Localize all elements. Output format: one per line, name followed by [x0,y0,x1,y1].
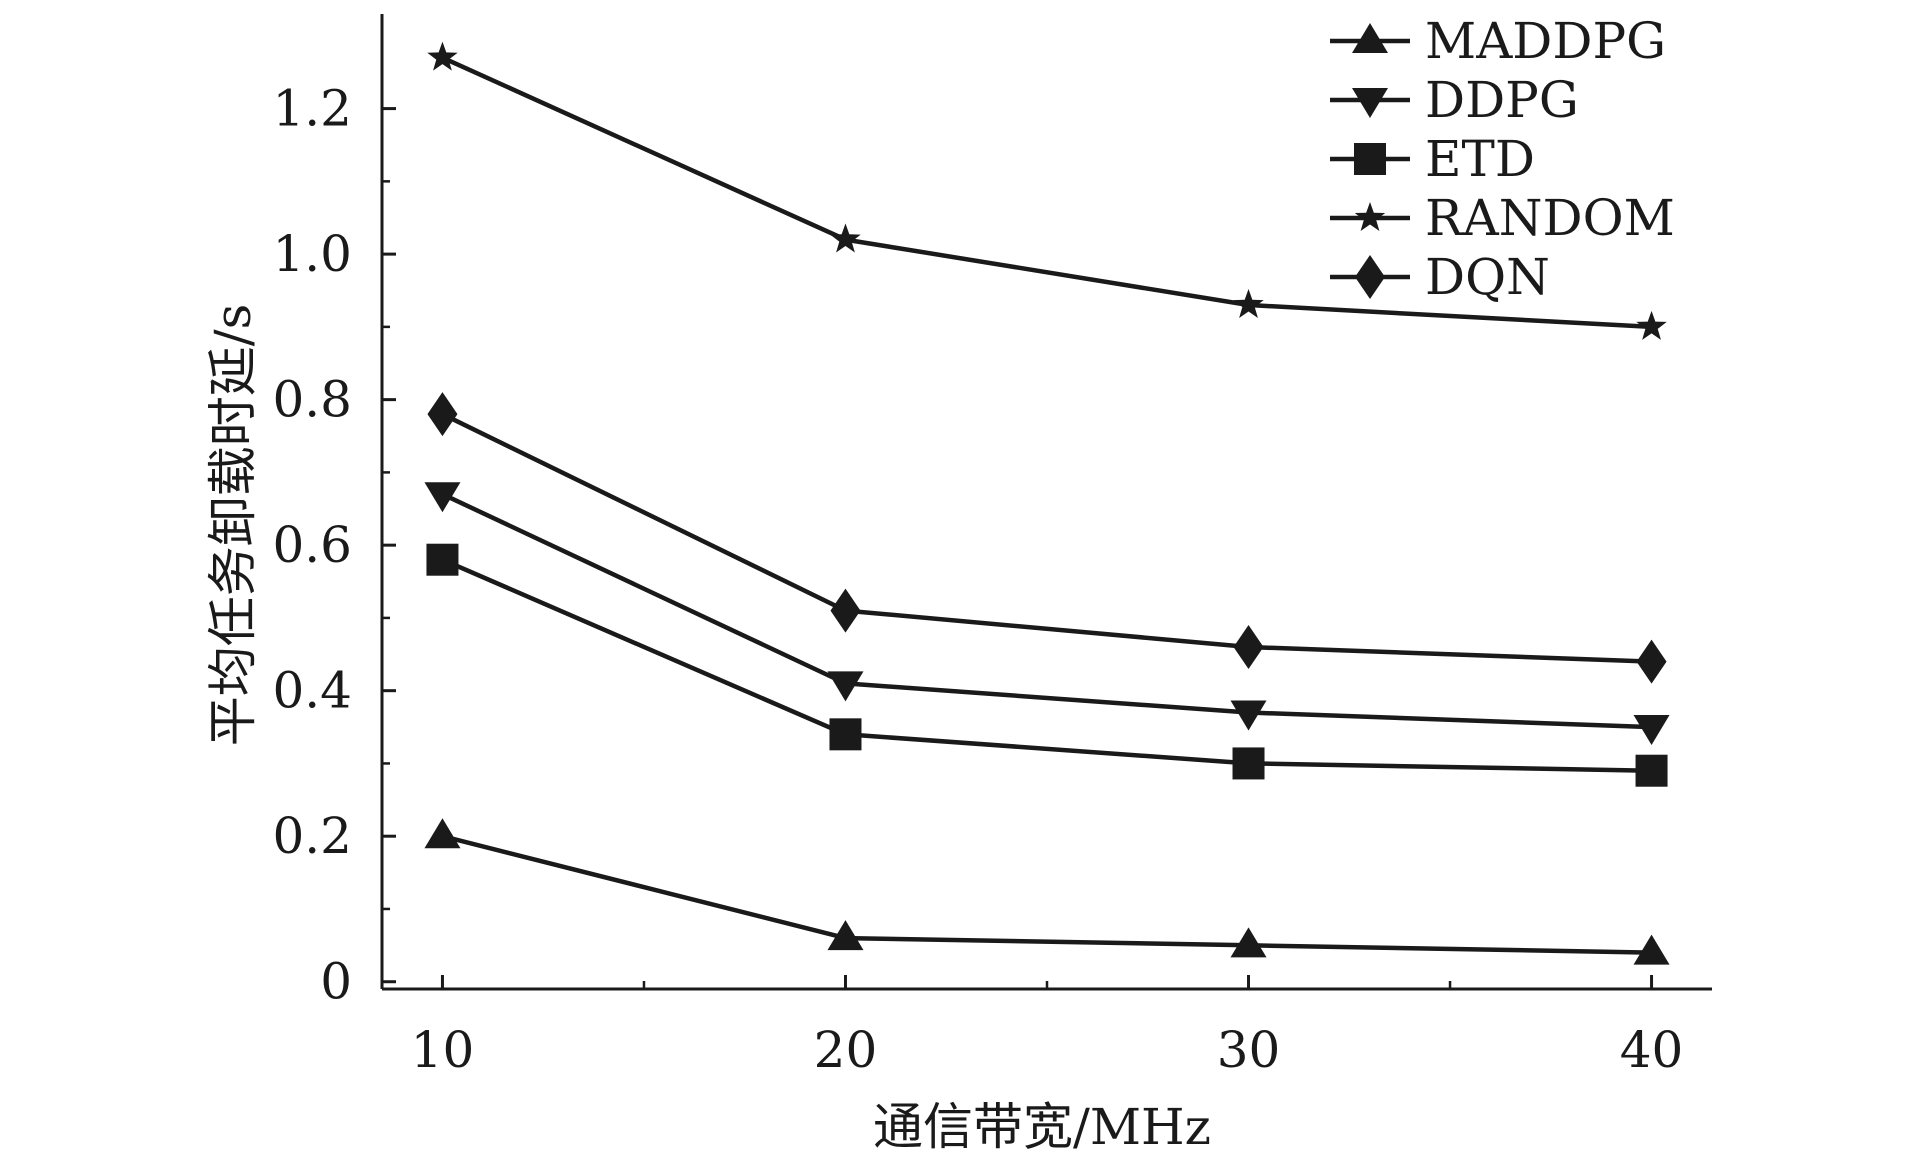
point-dqn [1636,639,1667,684]
series-line-ddpg [441,492,1652,730]
y-axis-label: 平均任务卸载时延/s [204,304,262,747]
axes: 0 0.2 0.4 0.6 0.8 1.0 1.2 10 20 30 40 [272,14,1712,1079]
series-random [427,41,1667,340]
x-tick-label: 20 [814,1021,878,1079]
point-etd [829,718,862,751]
y-tick-label: 0.6 [272,516,352,574]
point-random [1233,289,1264,318]
legend-label-dqn: DQN [1425,248,1550,306]
point-random [830,223,861,253]
x-tick-label: 40 [1620,1021,1684,1079]
y-tick-label: 0.8 [272,371,352,429]
legend-label-etd: ETD [1425,130,1535,188]
point-dqn [830,588,861,633]
x-tick-label: 30 [1217,1021,1281,1079]
legend-label-maddpg: MADDPG [1425,12,1666,70]
point-ddpg [1633,715,1670,746]
legend-marker-dqn [1355,255,1385,299]
legend-marker-maddpg [1352,23,1388,53]
series-maddpg [424,818,1670,965]
point-random [1636,310,1667,340]
legend-marker-ddpg [1352,88,1388,118]
series-line-random [441,55,1652,330]
point-random [427,41,458,71]
point-maddpg [424,818,461,849]
legend-label-ddpg: DDPG [1425,71,1579,129]
point-etd [426,543,459,576]
point-maddpg [1230,927,1267,958]
series-ddpg [424,482,1670,746]
point-maddpg [827,920,864,951]
y-tick-label: 1.2 [272,80,352,138]
point-etd [1232,747,1265,780]
legend-item-maddpg: MADDPG [1330,12,1666,70]
legend-item-etd: ETD [1330,130,1535,188]
series-etd [426,543,1668,787]
series-line-dqn [441,412,1652,664]
legend-marker-etd [1354,143,1386,175]
legend-item-ddpg: DDPG [1330,71,1579,129]
point-ddpg [1230,700,1267,731]
series-line-etd [441,557,1652,773]
legend-item-dqn: DQN [1330,248,1550,306]
legend-label-random: RANDOM [1425,189,1675,247]
series-dqn [427,392,1667,684]
x-tick-label: 10 [411,1021,475,1079]
point-ddpg [827,671,864,702]
y-tick-label: 0.4 [272,662,352,720]
y-tick-label: 0 [320,953,352,1011]
legend-item-random: RANDOM [1330,189,1675,247]
y-tick-label: 1.0 [272,225,352,283]
point-dqn [1233,625,1264,670]
series-line-maddpg [441,834,1652,955]
point-etd [1635,754,1668,787]
point-dqn [427,392,458,437]
x-axis-label: 通信带宽/MHz [873,1098,1211,1156]
series-layer [424,41,1670,965]
point-maddpg [1633,934,1670,965]
point-ddpg [424,482,461,513]
y-tick-label: 0.2 [272,807,352,865]
legend-marker-random [1354,202,1386,231]
